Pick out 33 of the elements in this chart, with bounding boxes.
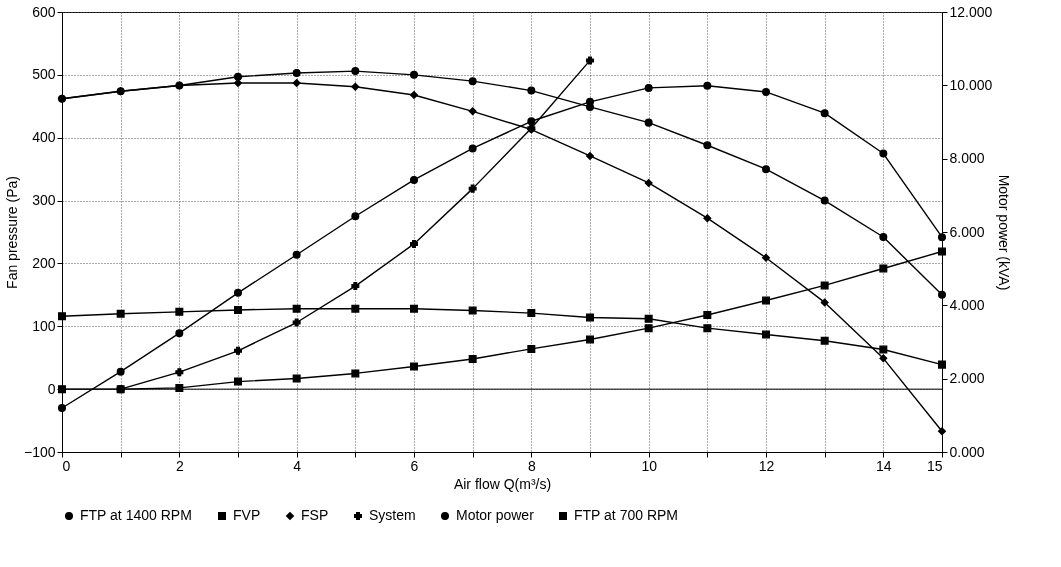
x-tick-label: 14 bbox=[876, 457, 892, 474]
x-tick-label: 12 bbox=[758, 457, 775, 474]
y-tick-label: 300 bbox=[32, 192, 56, 209]
y-tick-label: 0 bbox=[47, 380, 56, 397]
y-tick-label: 500 bbox=[32, 66, 56, 83]
y-tick-label: 100 bbox=[32, 317, 56, 334]
y2-tick-label: 0.000 bbox=[949, 443, 985, 460]
y2-tick-label: 8.000 bbox=[949, 150, 985, 167]
y2-axis-title: Motor power (kVA) bbox=[996, 174, 1013, 291]
y-tick-label: −100 bbox=[23, 443, 56, 460]
y2-tick-label: 6.000 bbox=[949, 223, 985, 240]
legend-label: System bbox=[369, 507, 416, 523]
y2-tick-label: 4.000 bbox=[949, 296, 985, 313]
x-tick-label: 10 bbox=[641, 457, 658, 474]
legend-label: Motor power bbox=[456, 507, 535, 523]
x-axis-title: Air flow Q(m³/s) bbox=[453, 475, 552, 492]
y-tick-label: 200 bbox=[32, 254, 56, 271]
legend-label: FSP bbox=[301, 507, 329, 523]
legend-label: FTP at 1400 RPM bbox=[80, 507, 192, 523]
y2-tick-label: 2.000 bbox=[949, 370, 985, 387]
x-tick-label: 2 bbox=[175, 457, 184, 474]
y-tick-label: 400 bbox=[32, 129, 56, 146]
legend-label: FVP bbox=[233, 507, 261, 523]
x-tick-label: 0 bbox=[62, 457, 71, 474]
x-tick-label: 4 bbox=[293, 457, 302, 474]
legend-label: FTP at 700 RPM bbox=[574, 507, 679, 523]
y2-tick-label: 12.000 bbox=[949, 3, 993, 20]
x-tick-label: 8 bbox=[527, 457, 536, 474]
y-tick-label: 600 bbox=[32, 3, 56, 20]
y-axis-title: Fan pressure (Pa) bbox=[3, 176, 20, 289]
x-tick-label: 15 bbox=[926, 457, 943, 474]
x-tick-label: 6 bbox=[410, 457, 419, 474]
y2-tick-label: 10.000 bbox=[949, 76, 993, 93]
